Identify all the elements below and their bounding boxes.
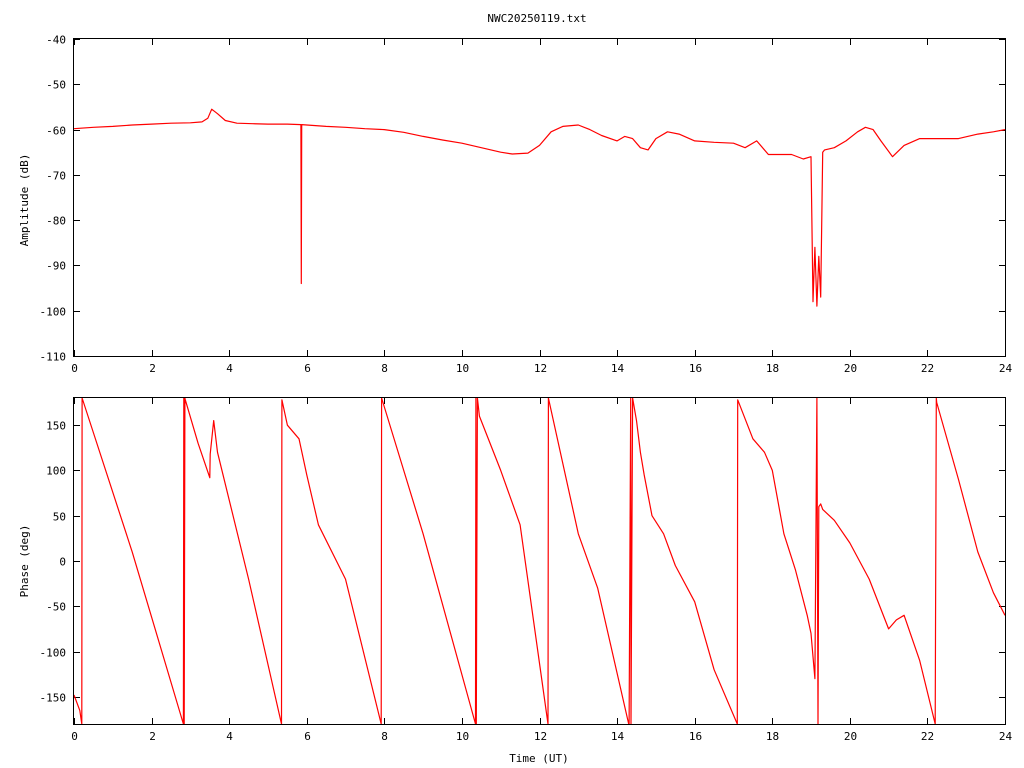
phase-x-tick-label: 12 [534, 730, 547, 743]
amplitude-x-tick-label: 18 [766, 362, 779, 375]
phase-x-tick-label: 10 [456, 730, 469, 743]
amplitude-x-tick-label: 10 [456, 362, 469, 375]
phase-x-tick-label: 14 [611, 730, 625, 743]
phase-y-tick-label: -50 [46, 601, 66, 614]
amplitude-y-tick-label: -60 [46, 125, 66, 138]
phase-y-tick-label: 100 [46, 465, 66, 478]
phase-x-tick-label: 22 [921, 730, 934, 743]
amplitude-x-tick-label: 4 [226, 362, 233, 375]
phase-x-tick-label: 8 [381, 730, 388, 743]
phase-x-tick-label: 20 [844, 730, 857, 743]
amplitude-x-tick-label: 24 [999, 362, 1013, 375]
phase-x-tick-label: 6 [304, 730, 311, 743]
amplitude-y-tick-label: -70 [46, 170, 66, 183]
phase-x-tick-label: 18 [766, 730, 779, 743]
phase-plot-frame [73, 397, 1006, 725]
phase-x-tick-label: 0 [71, 730, 78, 743]
phase-x-tick-label: 16 [689, 730, 702, 743]
amplitude-y-tick-label: -50 [46, 79, 66, 92]
chart-title: NWC20250119.txt [487, 12, 586, 25]
amplitude-y-tick-label: -80 [46, 215, 66, 228]
phase-y-ticks: 150 100 50 0 -50 -100 -150 [40, 420, 1005, 705]
phase-x-tick-label: 24 [999, 730, 1013, 743]
phase-y-tick-label: -100 [40, 647, 67, 660]
amplitude-series-line [73, 108, 1006, 307]
amplitude-y-axis-label: Amplitude (dB) [18, 154, 31, 247]
phase-x-tick-label: 4 [226, 730, 233, 743]
phase-x-tick-label: 2 [149, 730, 156, 743]
amplitude-y-tick-label: -110 [40, 351, 67, 364]
amplitude-y-tick-label: -100 [40, 306, 67, 319]
time-x-axis-label: Time (UT) [509, 752, 569, 765]
phase-y-tick-label: 150 [46, 420, 66, 433]
amplitude-x-tick-label: 2 [149, 362, 156, 375]
amplitude-y-ticks: -40 -50 -60 -70 -80 -90 -100 -110 [40, 34, 1005, 364]
phase-y-tick-label: -150 [40, 692, 67, 705]
amplitude-x-tick-label: 6 [304, 362, 311, 375]
amplitude-x-tick-label: 8 [381, 362, 388, 375]
amplitude-x-tick-label: 0 [71, 362, 78, 375]
amplitude-x-ticks: 0 2 4 6 8 10 12 14 16 18 20 22 24 [71, 39, 1012, 375]
amplitude-x-tick-label: 20 [844, 362, 857, 375]
amplitude-y-tick-label: -40 [46, 34, 66, 47]
amplitude-plot-frame [73, 38, 1006, 357]
amplitude-x-tick-label: 14 [611, 362, 625, 375]
phase-y-axis-label: Phase (deg) [18, 525, 31, 598]
amplitude-x-tick-label: 22 [921, 362, 934, 375]
phase-y-tick-label: 50 [53, 511, 66, 524]
amplitude-x-tick-label: 16 [689, 362, 702, 375]
amplitude-x-tick-label: 12 [534, 362, 547, 375]
phase-y-tick-label: 0 [59, 556, 66, 569]
amplitude-panel: -40-50-60-70-80-90-100-110 0 2 4 6 8 10 12 14 16… [18, 34, 1012, 376]
amplitude-y-tick-label: -90 [46, 260, 66, 273]
